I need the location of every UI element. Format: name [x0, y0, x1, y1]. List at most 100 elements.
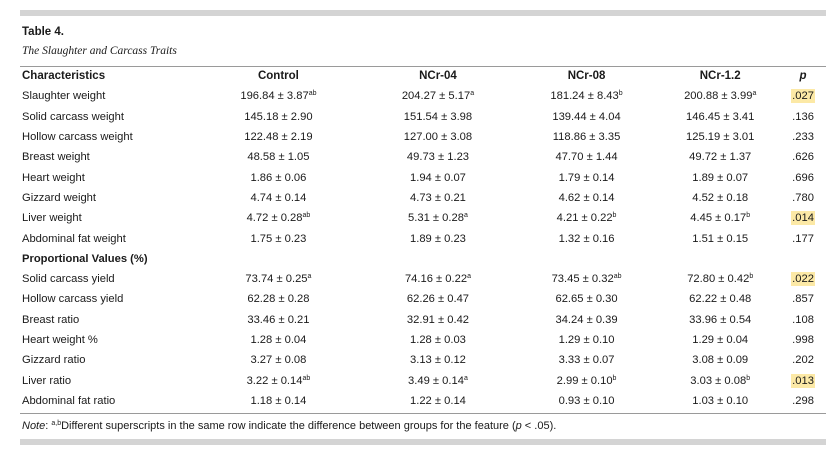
cell-value: 62.28 ± 0.28 — [247, 293, 310, 306]
p-value: .136 — [792, 110, 814, 123]
cell-value: 62.22 ± 0.48 — [689, 293, 752, 306]
cell-ncr-08: 1.79 ± 0.14 — [513, 167, 661, 187]
cell-value: 4.72 ± 0.28 — [246, 212, 303, 225]
cell-value: 200.88 ± 3.99 — [684, 90, 753, 103]
table-row: Abdominal fat weight 1.75 ± 0.23 1.89 ± 0.… — [20, 228, 826, 248]
cell-control: 122.48 ± 2.19 — [194, 127, 364, 147]
table-row: Gizzard weight 4.74 ± 0.14 4.73 ± 0.21 4.62… — [20, 188, 826, 208]
cell-value: 1.75 ± 0.23 — [250, 232, 307, 245]
cell-value: 48.58 ± 1.05 — [247, 151, 310, 164]
cell-p-value: .626 — [780, 147, 826, 167]
carcass-traits-table: Characteristics Control NCr-04 NCr-08 NC… — [20, 66, 826, 411]
header-ncr-12: NCr-1.2 — [699, 70, 741, 83]
cell-value: 2.99 ± 0.10 — [556, 374, 613, 387]
cell-p-value: .014 — [780, 208, 826, 228]
row-label: Solid carcass weight — [22, 110, 124, 123]
p-value: .177 — [792, 232, 814, 245]
cell-ncr-12: 1.51 ± 0.15 — [660, 228, 780, 248]
p-value: .780 — [792, 191, 814, 204]
cell-value: 1.29 ± 0.04 — [692, 334, 749, 346]
cell-ncr-12: 62.22 ± 0.48 — [660, 289, 780, 309]
cell-superscript: ab — [308, 90, 317, 98]
cell-ncr-04: 3.13 ± 0.12 — [363, 350, 513, 370]
cell-value: 122.48 ± 2.19 — [244, 131, 313, 144]
cell-value: 5.31 ± 0.28 — [408, 212, 464, 225]
cell-ncr-08: 4.62 ± 0.14 — [513, 188, 661, 208]
cell-ncr-04: 5.31 ± 0.28a — [363, 208, 513, 228]
cell-p-value: .233 — [780, 127, 826, 147]
cell-value: 49.73 ± 1.23 — [406, 151, 470, 164]
row-label: Breast ratio — [22, 313, 80, 326]
table-label: Table 4. — [22, 26, 64, 38]
cell-p-value: .298 — [780, 391, 826, 411]
cell-value: 62.65 ± 0.30 — [555, 293, 618, 306]
header-row: Characteristics Control NCr-04 NCr-08 NC… — [20, 66, 826, 86]
cell-control: 145.18 ± 2.90 — [194, 107, 364, 127]
cell-ncr-04: 1.28 ± 0.03 — [363, 330, 513, 350]
table-note: Note: a,bDifferent superscripts in the s… — [22, 420, 557, 432]
note-prefix: Note — [22, 420, 46, 432]
cell-superscript: ab — [613, 273, 622, 281]
cell-p-value: .108 — [780, 310, 826, 330]
cell-superscript: a — [470, 90, 475, 98]
cell-p-value: .136 — [780, 107, 826, 127]
table-row: Solid carcass weight 145.18 ± 2.90 151.54 … — [20, 107, 826, 127]
cell-value: 1.03 ± 0.10 — [692, 394, 749, 407]
cell-ncr-04: 127.00 ± 3.08 — [363, 127, 513, 147]
cell-p-value: .013 — [780, 370, 826, 390]
cell-value: 118.86 ± 3.35 — [552, 131, 621, 144]
cell-value: 1.18 ± 0.14 — [250, 394, 307, 407]
cell-control: 4.74 ± 0.14 — [194, 188, 364, 208]
cell-superscript: b — [612, 212, 617, 220]
cell-value: 0.93 ± 0.10 — [558, 394, 615, 407]
cell-p-value: .022 — [780, 269, 826, 289]
cell-ncr-04: 1.89 ± 0.23 — [363, 228, 513, 248]
row-label: Abdominal fat weight — [22, 232, 126, 245]
header-ncr-08: NCr-08 — [567, 70, 606, 83]
cell-ncr-12: 1.03 ± 0.10 — [660, 391, 780, 411]
cell-ncr-08: 181.24 ± 8.43b — [513, 86, 661, 106]
cell-value: 127.00 ± 3.08 — [403, 131, 473, 144]
cell-superscript: b — [746, 212, 751, 220]
cell-ncr-08: 73.45 ± 0.32ab — [513, 269, 661, 289]
cell-superscript: b — [749, 273, 754, 281]
table-title: The Slaughter and Carcass Traits — [22, 45, 177, 57]
cell-p-value: .177 — [780, 228, 826, 248]
cell-value: 1.28 ± 0.03 — [410, 334, 466, 346]
cell-value: 34.24 ± 0.39 — [555, 313, 618, 326]
table-row: Liver ratio 3.22 ± 0.14ab 3.49 ± 0.14a 2.99… — [20, 370, 826, 390]
cell-superscript: a — [467, 273, 471, 281]
cell-superscript: a — [463, 374, 468, 382]
p-value: .857 — [792, 293, 814, 306]
row-label: Slaughter weight — [22, 90, 106, 103]
cell-value: 49.72 ± 1.37 — [689, 151, 752, 164]
cell-ncr-04: 204.27 ± 5.17a — [363, 86, 513, 106]
cell-value: 72.80 ± 0.42 — [687, 273, 750, 286]
header-ncr-04: NCr-04 — [419, 70, 457, 83]
cell-value: 1.51 ± 0.15 — [692, 232, 749, 245]
cell-control: 4.72 ± 0.28ab — [194, 208, 364, 228]
table-row: Heart weight 1.86 ± 0.06 1.94 ± 0.07 1.79 ±… — [20, 167, 826, 187]
cell-ncr-08: 34.24 ± 0.39 — [513, 310, 661, 330]
row-label: Liver weight — [22, 212, 82, 225]
row-label: Gizzard weight — [22, 191, 96, 204]
cell-ncr-04: 74.16 ± 0.22a — [363, 269, 513, 289]
cell-control: 3.22 ± 0.14ab — [194, 370, 364, 390]
cell-p-value: .780 — [780, 188, 826, 208]
cell-ncr-12: 72.80 ± 0.42b — [660, 269, 780, 289]
cell-ncr-08: 47.70 ± 1.44 — [513, 147, 661, 167]
cell-ncr-04: 1.94 ± 0.07 — [363, 167, 513, 187]
note-text: Different superscripts in the same row i… — [61, 420, 516, 432]
cell-value: 47.70 ± 1.44 — [555, 151, 618, 164]
p-value: .626 — [792, 151, 814, 164]
row-label: Hollow carcass yield — [22, 293, 124, 306]
cell-value: 146.45 ± 3.41 — [686, 110, 755, 123]
cell-value: 1.28 ± 0.04 — [250, 334, 307, 346]
cell-superscript: b — [612, 374, 617, 382]
cell-value: 4.45 ± 0.17 — [690, 212, 747, 225]
cell-value: 3.03 ± 0.08 — [690, 374, 747, 387]
section-header-row: Proportional Values (%) — [20, 249, 826, 269]
cell-ncr-04: 151.54 ± 3.98 — [363, 107, 513, 127]
cell-value: 1.89 ± 0.07 — [692, 171, 749, 184]
cell-control: 73.74 ± 0.25a — [194, 269, 364, 289]
